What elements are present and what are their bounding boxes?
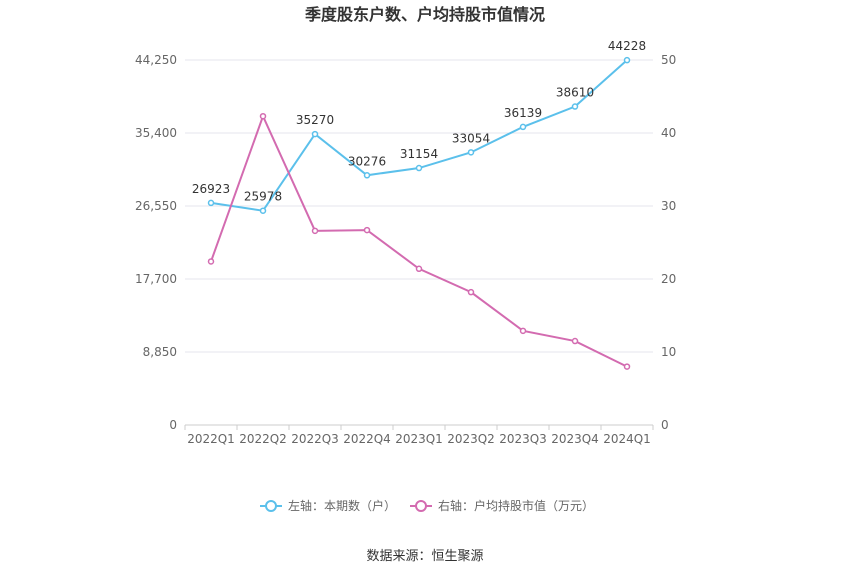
data-point [519,327,527,335]
data-label: 26923 [192,182,230,196]
y-left-tick-label: 35,400 [135,126,177,140]
data-point [623,56,631,64]
data-label: 44228 [608,39,646,53]
data-point [415,265,423,273]
data-label: 30276 [348,154,386,168]
data-point [571,337,579,345]
data-point [259,207,267,214]
data-point [571,103,579,110]
x-tick-label: 2022Q2 [239,432,287,446]
data-point [363,226,371,234]
data-point [519,123,527,131]
x-tick-label: 2022Q3 [291,432,339,446]
data-point [207,199,215,207]
data-label: 33054 [452,131,490,145]
x-tick-label: 2024Q1 [603,432,651,446]
x-tick-label: 2023Q1 [395,432,443,446]
data-point [207,258,215,265]
y-left-tick-label: 8,850 [143,345,177,359]
data-point [311,130,319,138]
legend-marker-1 [265,500,277,512]
data-point [259,112,267,120]
y-left-tick-label: 44,250 [135,53,177,67]
data-point [467,288,475,296]
x-tick-label: 2022Q4 [343,432,391,446]
legend-label-1: 左轴：本期数（户） [288,498,396,513]
legend-label-2: 右轴：户均持股市值（万元） [438,498,594,513]
data-label: 35270 [296,113,334,127]
data-point [363,172,371,179]
series-line-1 [210,59,628,212]
x-tick-label: 2023Q4 [551,432,599,446]
x-tick-label: 2023Q3 [499,432,547,446]
data-point [311,227,319,235]
data-label: 25978 [244,190,282,204]
data-label: 31154 [400,147,438,161]
y-left-tick-label: 0 [169,418,177,432]
y-left-tick-label: 17,700 [135,272,177,286]
legend-marker-2 [415,500,427,512]
x-tick-label: 2022Q1 [187,432,235,446]
y-right-tick-label: 20 [661,272,676,286]
data-point [467,149,475,156]
source-text: 数据来源：恒生聚源 [366,549,483,564]
y-left-tick-label: 26,550 [135,199,177,213]
y-right-tick-label: 40 [661,126,676,140]
y-right-tick-label: 10 [661,345,676,359]
data-label: 38610 [556,86,594,100]
y-right-tick-label: 30 [661,199,676,213]
y-right-tick-label: 50 [661,53,676,67]
data-label: 36139 [504,106,542,120]
x-tick-label: 2023Q2 [447,432,495,446]
data-point [415,164,423,172]
data-point [623,363,631,370]
y-right-tick-label: 0 [661,418,669,432]
chart-title: 季度股东户数、户均持股市值情况 [304,5,545,24]
